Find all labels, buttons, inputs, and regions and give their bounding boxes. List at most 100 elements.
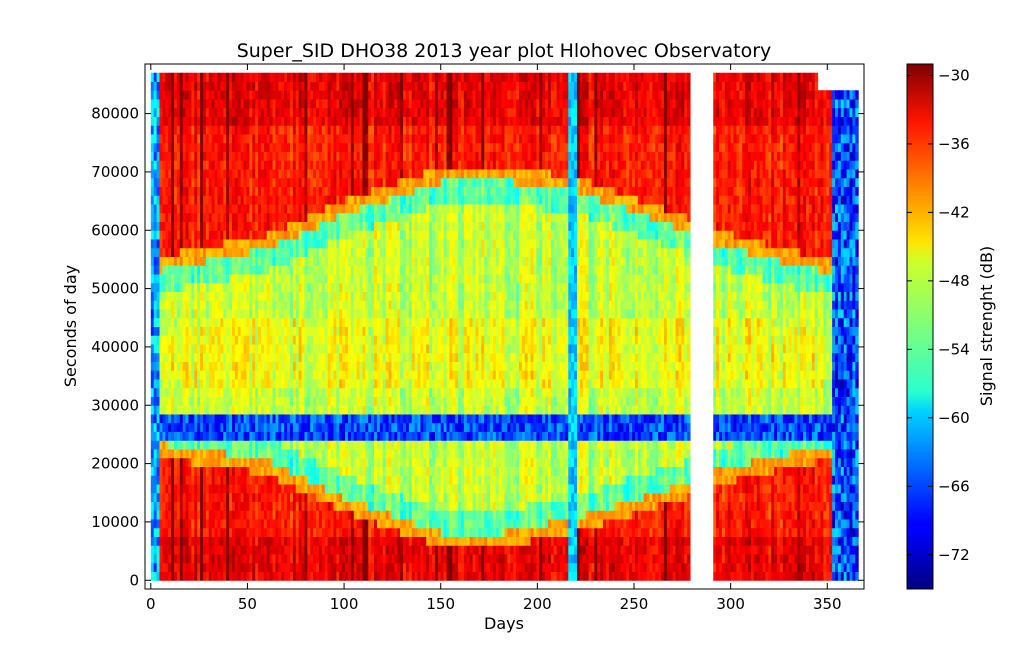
heatmap-cell: [223, 309, 227, 319]
heatmap-cell: [237, 151, 242, 161]
heatmap-cell: [307, 536, 311, 546]
heatmap-cell: [388, 177, 392, 187]
heatmap-cell: [313, 536, 317, 546]
heatmap-cell: [240, 247, 245, 257]
heatmap-cell: [188, 291, 192, 301]
heatmap-cell: [330, 440, 334, 450]
heatmap-cell: [281, 484, 285, 494]
heatmap-cell: [318, 90, 323, 100]
heatmap-cell: [327, 274, 332, 284]
heatmap-cell: [252, 291, 256, 301]
heatmap-cell: [284, 484, 288, 494]
heatmap-cell: [173, 309, 178, 319]
heatmap-cell: [194, 361, 198, 371]
heatmap-cell: [182, 256, 187, 266]
heatmap-cell: [191, 501, 195, 511]
heatmap-cell: [214, 370, 218, 380]
heatmap-cell: [333, 151, 337, 161]
heatmap-cell: [318, 134, 323, 144]
heatmap-cell: [368, 142, 372, 152]
heatmap-cell: [202, 501, 207, 511]
heatmap-cell: [162, 387, 166, 397]
heatmap-cell: [391, 221, 395, 231]
heatmap-cell: [382, 519, 387, 529]
heatmap-cell: [211, 449, 216, 459]
heatmap-cell: [359, 221, 363, 231]
heatmap-cell: [182, 107, 187, 117]
heatmap-cell: [162, 414, 166, 424]
heatmap-cell: [263, 484, 268, 494]
heatmap-cell: [284, 344, 288, 354]
heatmap-cell: [278, 492, 282, 502]
heatmap-cell: [188, 204, 192, 214]
heatmap-cell: [275, 142, 279, 152]
heatmap-cell: [153, 125, 158, 135]
heatmap-cell: [284, 309, 288, 319]
heatmap-cell: [266, 554, 271, 564]
heatmap-cell: [211, 265, 216, 275]
heatmap-cell: [388, 527, 392, 537]
heatmap-cell: [310, 554, 314, 564]
heatmap-cell: [252, 501, 256, 511]
heatmap-cell: [156, 247, 160, 257]
heatmap-cell: [284, 379, 288, 389]
heatmap-cell: [379, 396, 384, 406]
heatmap-cell: [330, 536, 334, 546]
heatmap-cell: [388, 379, 392, 389]
heatmap-cell: [336, 204, 340, 214]
heatmap-cell: [350, 510, 355, 520]
heatmap-cell: [211, 309, 216, 319]
heatmap-cell: [258, 405, 262, 415]
heatmap-cell: [162, 405, 166, 415]
heatmap-cell: [295, 370, 300, 380]
heatmap-cell: [345, 134, 349, 144]
heatmap-cell: [223, 107, 227, 117]
heatmap-cell: [249, 239, 253, 249]
heatmap-cell: [205, 212, 210, 222]
heatmap-cell: [324, 265, 329, 275]
heatmap-cell: [153, 81, 158, 91]
heatmap-cell: [266, 177, 271, 187]
heatmap-cell: [229, 562, 233, 572]
heatmap-cell: [191, 282, 195, 292]
heatmap-cell: [374, 81, 378, 91]
heatmap-cell: [211, 484, 216, 494]
heatmap-cell: [376, 326, 381, 336]
heatmap-cell: [214, 90, 218, 100]
heatmap-cell: [376, 335, 381, 345]
heatmap-cell: [287, 352, 291, 362]
heatmap-cell: [388, 282, 392, 292]
heatmap-cell: [321, 571, 326, 581]
heatmap-cell: [208, 387, 213, 397]
heatmap-cell: [292, 265, 297, 275]
heatmap-cell: [397, 134, 401, 144]
heatmap-cell: [356, 195, 361, 205]
heatmap-cell: [394, 317, 398, 327]
heatmap-cell: [385, 484, 390, 494]
heatmap-cell: [339, 449, 343, 459]
heatmap-cell: [310, 81, 314, 91]
heatmap-cell: [368, 466, 372, 476]
heatmap-cell: [278, 317, 282, 327]
heatmap-cell: [385, 545, 390, 555]
heatmap-cell: [388, 291, 392, 301]
heatmap-cell: [246, 352, 250, 362]
heatmap-cell: [374, 335, 378, 345]
heatmap-cell: [162, 151, 166, 161]
heatmap-cell: [263, 204, 268, 214]
heatmap-cell: [202, 431, 207, 441]
heatmap-cell: [368, 160, 372, 170]
heatmap-cell: [376, 536, 381, 546]
heatmap-cell: [376, 265, 381, 275]
heatmap-cell: [266, 317, 271, 327]
heatmap-cell: [162, 134, 166, 144]
heatmap-cell: [313, 370, 317, 380]
heatmap-cell: [269, 422, 274, 432]
heatmap-cell: [278, 422, 282, 432]
heatmap-cell: [162, 361, 166, 371]
heatmap-cell: [284, 230, 288, 240]
heatmap-cell: [194, 440, 198, 450]
heatmap-cell: [260, 405, 265, 415]
heatmap-cell: [249, 484, 253, 494]
heatmap-cell: [246, 457, 250, 467]
